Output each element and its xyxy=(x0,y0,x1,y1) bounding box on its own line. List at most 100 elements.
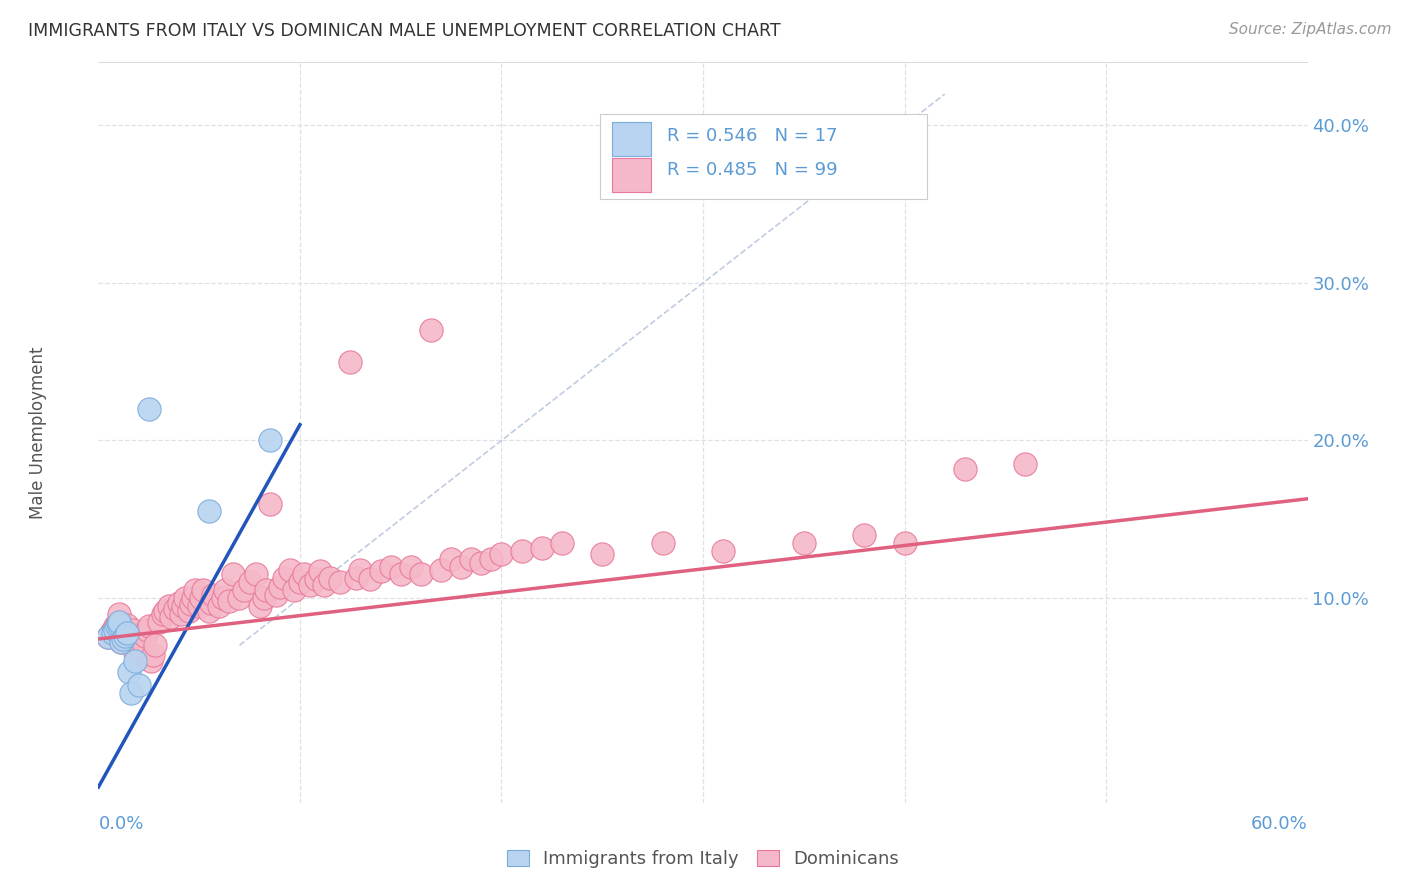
Point xyxy=(115,625,138,640)
Point xyxy=(329,575,352,590)
Point xyxy=(138,619,160,633)
Point xyxy=(510,543,533,558)
Point xyxy=(202,588,225,602)
Point xyxy=(259,496,281,510)
Point xyxy=(107,607,129,621)
Point xyxy=(170,607,193,621)
Point xyxy=(299,578,322,592)
Point xyxy=(120,625,142,640)
Point xyxy=(128,678,150,692)
Point xyxy=(212,591,235,605)
Point xyxy=(305,572,328,586)
Point xyxy=(180,597,202,611)
Point xyxy=(152,607,174,621)
Point xyxy=(269,580,291,594)
Point xyxy=(190,591,212,605)
Point xyxy=(208,599,231,613)
Point xyxy=(110,635,132,649)
Point xyxy=(121,623,143,637)
Point xyxy=(114,623,136,637)
Point xyxy=(118,665,141,679)
Point xyxy=(129,641,152,656)
Point xyxy=(530,541,553,555)
Point xyxy=(97,631,120,645)
Text: R = 0.546   N = 17: R = 0.546 N = 17 xyxy=(666,128,837,145)
Point xyxy=(174,591,197,605)
Point xyxy=(470,557,492,571)
Text: Source: ZipAtlas.com: Source: ZipAtlas.com xyxy=(1229,22,1392,37)
Point xyxy=(283,583,305,598)
Point xyxy=(440,551,463,566)
Point xyxy=(953,462,976,476)
Text: R = 0.485   N = 99: R = 0.485 N = 99 xyxy=(666,161,838,178)
Point xyxy=(135,623,157,637)
Point xyxy=(124,646,146,660)
Point xyxy=(254,583,277,598)
Point xyxy=(1014,457,1036,471)
Point xyxy=(172,599,194,613)
Point xyxy=(711,543,734,558)
Point xyxy=(551,536,574,550)
Point xyxy=(309,564,332,578)
Point xyxy=(420,323,443,337)
Point xyxy=(103,619,125,633)
Point xyxy=(120,685,142,699)
Point xyxy=(292,567,315,582)
Point xyxy=(409,567,432,582)
Point xyxy=(110,635,132,649)
Point xyxy=(107,615,129,629)
Point xyxy=(200,596,222,610)
FancyBboxPatch shape xyxy=(613,122,651,156)
Point xyxy=(114,629,136,643)
Point xyxy=(380,559,402,574)
Point xyxy=(188,599,211,613)
Point xyxy=(143,638,166,652)
Point xyxy=(399,559,422,574)
Point xyxy=(893,536,915,550)
Point xyxy=(101,623,124,637)
Point xyxy=(249,599,271,613)
Point xyxy=(450,559,472,574)
Point xyxy=(101,625,124,640)
Text: IMMIGRANTS FROM ITALY VS DOMINICAN MALE UNEMPLOYMENT CORRELATION CHART: IMMIGRANTS FROM ITALY VS DOMINICAN MALE … xyxy=(28,22,780,40)
Point xyxy=(319,570,342,584)
Point xyxy=(142,648,165,662)
Point xyxy=(430,563,453,577)
Point xyxy=(253,591,276,605)
Point xyxy=(107,617,129,632)
Point xyxy=(339,355,361,369)
Point xyxy=(125,638,148,652)
Point xyxy=(314,578,336,592)
Point xyxy=(128,631,150,645)
Point xyxy=(491,547,513,561)
Point xyxy=(193,583,215,598)
Point xyxy=(218,594,240,608)
Point xyxy=(370,564,392,578)
Point xyxy=(115,617,138,632)
Point xyxy=(118,632,141,646)
FancyBboxPatch shape xyxy=(613,158,651,192)
Point xyxy=(153,604,176,618)
Point xyxy=(591,547,613,561)
Point xyxy=(111,627,134,641)
Point xyxy=(651,536,673,550)
Point xyxy=(181,591,204,605)
Point xyxy=(198,504,221,518)
Point xyxy=(138,402,160,417)
Point xyxy=(481,551,503,566)
Point xyxy=(160,610,183,624)
Point xyxy=(157,599,180,613)
Point xyxy=(111,632,134,646)
Point xyxy=(103,623,125,637)
Point xyxy=(97,631,120,645)
Point xyxy=(179,604,201,618)
Point xyxy=(360,572,382,586)
Legend: Immigrants from Italy, Dominicans: Immigrants from Italy, Dominicans xyxy=(501,843,905,875)
Point xyxy=(105,617,128,632)
Point xyxy=(148,615,170,629)
Point xyxy=(228,591,250,605)
Point xyxy=(100,625,122,640)
Point xyxy=(105,619,128,633)
Point xyxy=(389,567,412,582)
Point xyxy=(198,604,221,618)
